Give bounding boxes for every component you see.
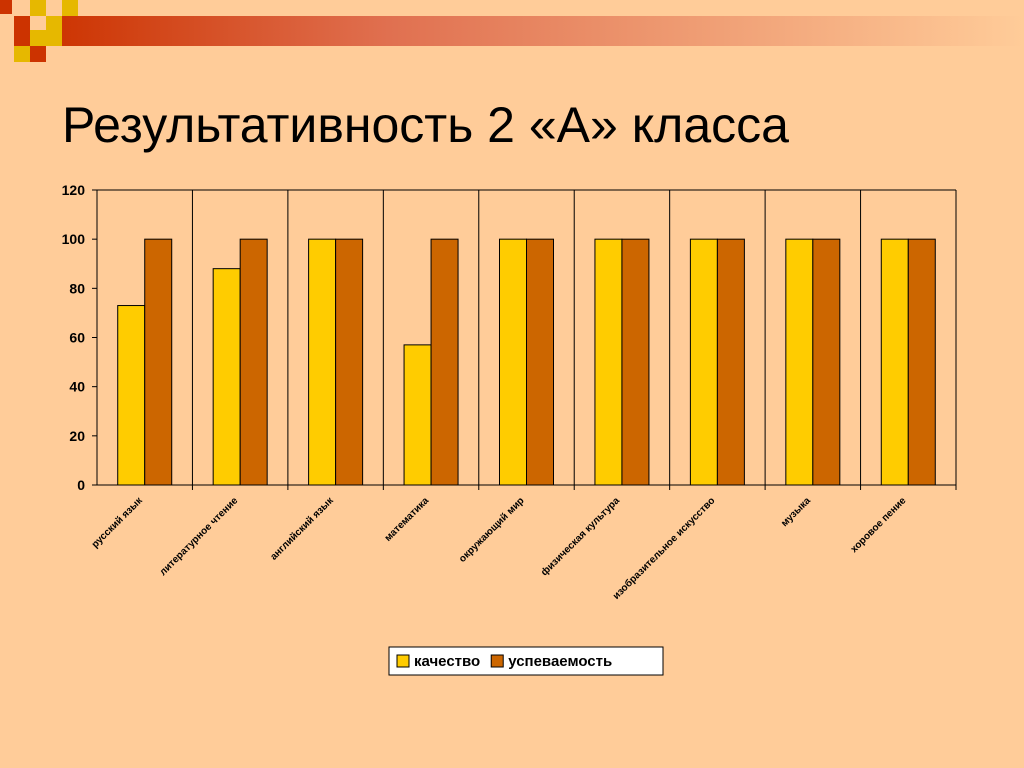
x-tick-label: литературное чтение: [158, 495, 241, 578]
deco-square: [62, 0, 78, 16]
x-tick-label: английский язык: [268, 495, 336, 563]
x-tick-label: математика: [383, 495, 432, 544]
y-tick-label: 20: [69, 428, 85, 444]
deco-square: [30, 30, 46, 46]
bar-успеваемость: [716, 238, 745, 486]
y-tick-label: 80: [69, 280, 85, 296]
y-tick-label: 100: [62, 231, 86, 247]
bar-качество: [785, 238, 814, 486]
deco-square: [46, 16, 62, 46]
x-axis-ticks: русский язык литературное чтение английски…: [90, 494, 909, 602]
bar-успеваемость: [335, 238, 364, 486]
bar-качество: [880, 238, 909, 486]
x-tick-label: хоровое пение: [849, 495, 909, 555]
legend-box: [388, 646, 664, 676]
x-tick-label: физическая культура: [538, 494, 622, 578]
deco-square: [14, 46, 30, 62]
y-tick-label: 40: [69, 379, 85, 395]
header-gradient-band: [46, 16, 1024, 46]
x-tick-label: окружающий мир: [457, 495, 526, 564]
y-tick-label: 60: [69, 330, 85, 346]
bar-успеваемость: [144, 238, 173, 486]
x-tick-label: русский язык: [90, 495, 146, 551]
legend-label-успеваемость: успеваемость: [508, 653, 612, 670]
bar-качество: [689, 238, 718, 486]
slide-title: Результативность 2 «А» класса: [62, 97, 789, 153]
bar-качество: [594, 238, 623, 486]
decorative-header-pattern: [0, 0, 1024, 62]
x-tick-label: изобразительное искусство: [610, 495, 717, 602]
bar-качество: [308, 238, 337, 486]
bar-качество: [499, 238, 527, 486]
y-tick-label: 120: [62, 182, 86, 198]
bar-качество: [403, 344, 432, 486]
x-tick-label: музыка: [779, 495, 813, 529]
chart-grid: [97, 189, 957, 490]
bar-успеваемость: [621, 238, 650, 486]
bar-качество: [212, 268, 241, 486]
deco-square: [30, 0, 46, 16]
y-axis-ticks: 0 20 40 60 80 100 120: [62, 182, 97, 493]
chart-bars: [117, 238, 936, 486]
bar-успеваемость: [526, 238, 554, 486]
bar-успеваемость: [907, 238, 936, 486]
bar-успеваемость: [239, 238, 268, 486]
bar-успеваемость: [430, 238, 459, 486]
chart-legend: качество успеваемость: [388, 646, 664, 676]
legend-swatch-качество: [396, 654, 410, 668]
deco-square: [0, 0, 12, 14]
bar-качество: [117, 305, 146, 486]
deco-square: [30, 46, 46, 62]
legend-label-качество: качество: [414, 653, 480, 670]
legend-swatch-успеваемость: [490, 654, 504, 668]
y-tick-label: 0: [77, 477, 85, 493]
bar-успеваемость: [812, 238, 841, 486]
deco-square: [14, 16, 30, 46]
